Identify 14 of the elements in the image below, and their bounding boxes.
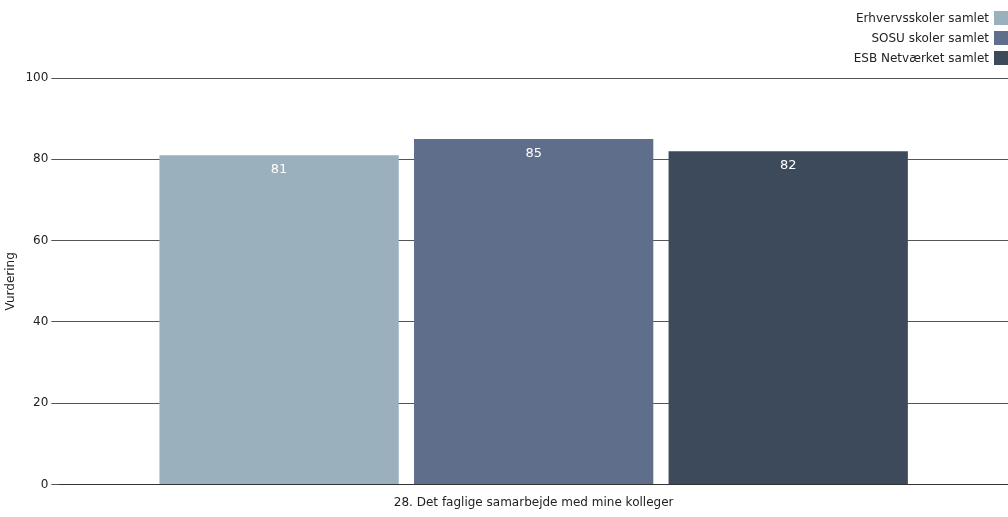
legend-label: ESB Netværket samlet xyxy=(853,51,989,65)
legend-label: SOSU skoler samlet xyxy=(871,31,989,45)
data-label: 81 xyxy=(270,161,288,177)
y-tick-label: 80 xyxy=(33,151,49,166)
legend-label: Erhvervsskoler samlet xyxy=(856,11,989,25)
x-tick-label: 28. Det faglige samarbejde med mine kolleger xyxy=(393,494,674,509)
y-axis-title: Vurdering xyxy=(3,252,18,311)
y-tick-label: 60 xyxy=(33,232,49,247)
data-label: 85 xyxy=(525,144,542,160)
y-tick-label: 40 xyxy=(33,314,49,329)
y-tick-label: 20 xyxy=(33,395,49,410)
data-label: 82 xyxy=(779,157,797,173)
y-tick-label: 0 xyxy=(40,476,49,491)
y-tick-label: 100 xyxy=(25,70,49,85)
